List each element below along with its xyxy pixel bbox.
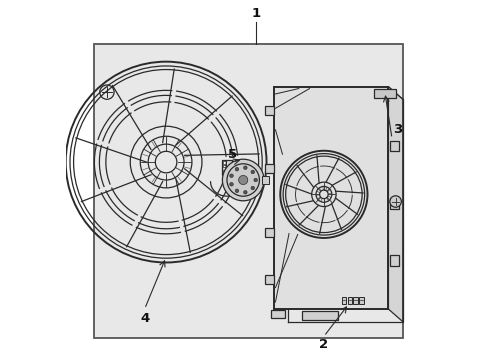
Polygon shape [274,87,389,309]
Text: 2: 2 [319,338,328,351]
Bar [353,297,358,304]
Bar [271,310,285,318]
Polygon shape [389,87,403,321]
Bar [223,161,226,163]
Text: 1: 1 [251,7,260,20]
Bar [223,165,226,167]
Bar [265,275,274,284]
Text: 3: 3 [393,123,402,136]
Bar [302,311,338,320]
Bar [262,176,269,184]
Circle shape [222,159,264,201]
Bar [221,160,232,175]
Text: 5: 5 [228,148,237,161]
Circle shape [251,170,255,174]
Bar [359,297,364,304]
Bar [342,297,346,304]
Text: 4: 4 [140,311,149,325]
Circle shape [239,175,248,185]
Bar [390,198,399,209]
Bar [265,164,274,173]
Bar [265,107,274,116]
Bar [347,297,352,304]
Circle shape [227,164,259,196]
Circle shape [235,167,239,171]
Circle shape [251,186,255,190]
Circle shape [230,183,233,186]
Circle shape [244,166,247,170]
Circle shape [235,189,239,193]
Bar [265,228,274,237]
Circle shape [230,174,233,177]
Bar [95,44,403,338]
Bar [390,255,399,266]
Bar [390,140,399,151]
Bar [374,89,395,98]
Circle shape [390,196,401,207]
Circle shape [244,190,247,194]
Bar [223,170,226,172]
Circle shape [254,178,257,182]
